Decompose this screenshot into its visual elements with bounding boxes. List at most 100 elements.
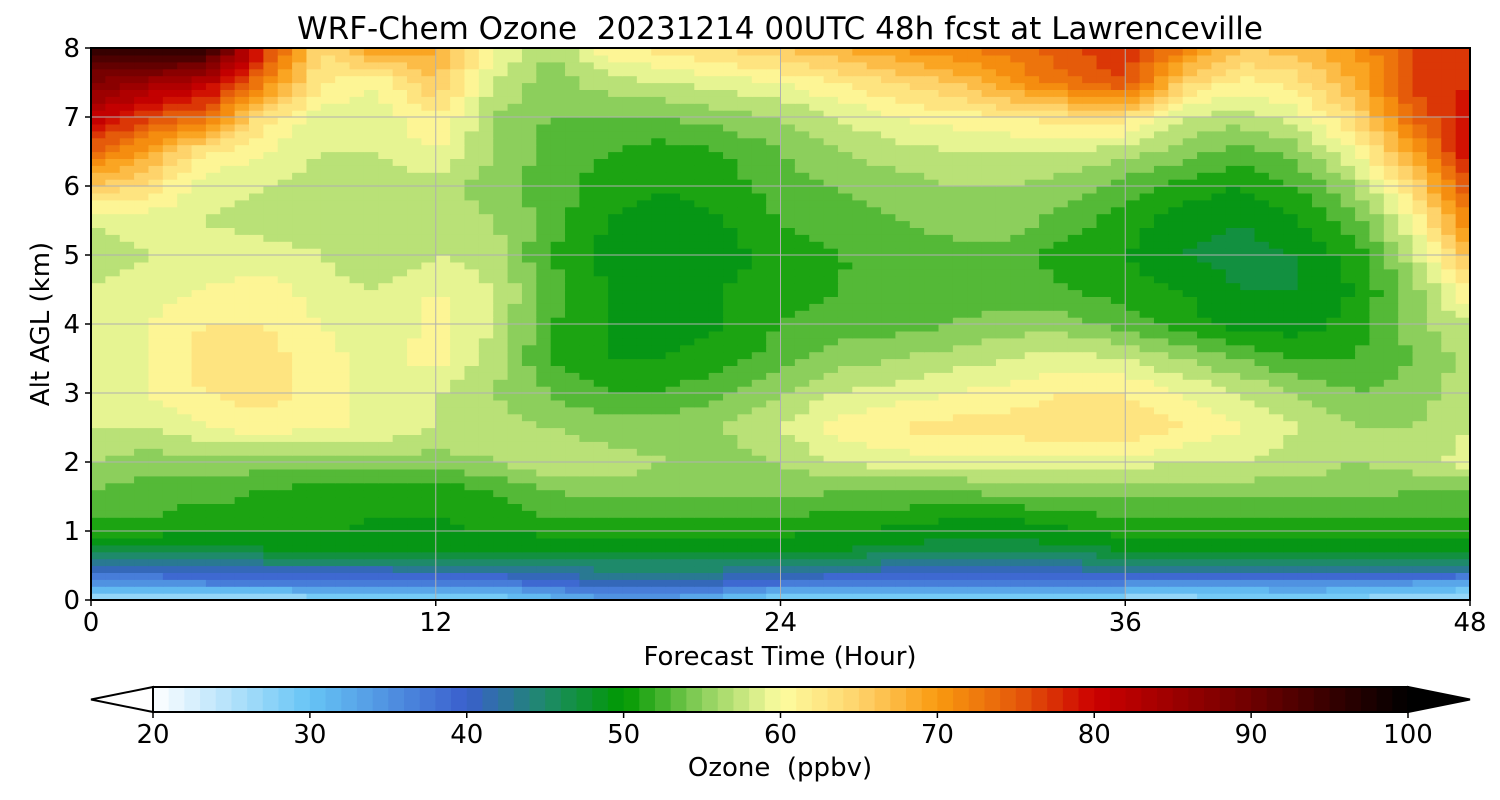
- heatmap-cell: [320, 503, 336, 511]
- heatmap-cell: [392, 558, 408, 567]
- heatmap-cell: [579, 551, 595, 560]
- heatmap-cell: [1197, 455, 1213, 463]
- heatmap-cell: [809, 510, 825, 518]
- heatmap-cell: [407, 496, 422, 504]
- heatmap-cell: [320, 275, 336, 284]
- heatmap-cell: [435, 310, 451, 318]
- heatmap-cell: [134, 489, 150, 498]
- heatmap-cell: [1125, 489, 1141, 498]
- heatmap-cell: [119, 234, 135, 242]
- heatmap-cell: [909, 551, 925, 560]
- heatmap-cell: [421, 510, 437, 518]
- heatmap-cell: [450, 510, 466, 518]
- heatmap-cell: [435, 537, 451, 546]
- heatmap-cell: [1340, 420, 1356, 429]
- heatmap-cell: [794, 503, 810, 511]
- heatmap-cell: [665, 386, 681, 394]
- heatmap-cell: [881, 310, 897, 318]
- heatmap-cell: [507, 365, 523, 373]
- heatmap-cell: [1369, 434, 1385, 442]
- heatmap-cell: [1110, 482, 1126, 491]
- heatmap-cell: [1010, 365, 1026, 373]
- heatmap-cell: [1441, 241, 1457, 249]
- heatmap-cell: [794, 358, 810, 366]
- heatmap-cell: [177, 275, 193, 284]
- heatmap-cell: [622, 289, 638, 297]
- heatmap-cell: [191, 351, 207, 360]
- heatmap-cell: [521, 434, 537, 442]
- heatmap-cell: [507, 441, 523, 449]
- heatmap-cell: [134, 593, 150, 600]
- heatmap-cell: [938, 503, 954, 511]
- heatmap-cell: [622, 510, 638, 518]
- heatmap-cell: [866, 296, 882, 304]
- heatmap-cell: [1211, 524, 1227, 532]
- heatmap-cell: [1182, 344, 1198, 353]
- heatmap-cell: [708, 406, 724, 415]
- heatmap-cell: [852, 303, 868, 311]
- heatmap-cell: [794, 448, 810, 456]
- heatmap-cell: [435, 255, 451, 263]
- heatmap-cell: [478, 241, 494, 249]
- heatmap-cell: [550, 441, 566, 449]
- heatmap-cell: [363, 531, 379, 539]
- heatmap-cell: [191, 344, 207, 353]
- heatmap-cell: [1053, 503, 1069, 511]
- heatmap-cell: [967, 496, 983, 504]
- heatmap-cell: [363, 372, 379, 380]
- heatmap-cell: [220, 579, 236, 587]
- heatmap-cell: [378, 593, 394, 600]
- heatmap-cell: [1110, 241, 1126, 249]
- heatmap-cell: [205, 579, 221, 587]
- heatmap-cell: [1024, 241, 1040, 249]
- heatmap-cell: [708, 372, 724, 380]
- heatmap-cell: [1197, 586, 1213, 594]
- heatmap-cell: [694, 531, 710, 539]
- heatmap-cell: [1283, 434, 1299, 442]
- heatmap-cell: [694, 468, 710, 477]
- heatmap-cell: [306, 524, 322, 532]
- heatmap-cell: [967, 489, 983, 498]
- heatmap-cell: [636, 531, 652, 539]
- heatmap-cell: [737, 268, 753, 277]
- heatmap-cell: [435, 296, 451, 304]
- heatmap-cell: [809, 531, 825, 539]
- heatmap-cell: [694, 441, 710, 449]
- heatmap-cell: [694, 462, 710, 470]
- heatmap-cell: [177, 351, 193, 360]
- heatmap-cell: [1297, 551, 1313, 560]
- heatmap-cell: [220, 261, 236, 270]
- heatmap-cell: [995, 317, 1011, 325]
- heatmap-cell: [378, 317, 394, 325]
- heatmap-cell: [1010, 268, 1026, 277]
- heatmap-cell: [1412, 330, 1428, 339]
- heatmap-cell: [1340, 358, 1356, 366]
- heatmap-cell: [995, 551, 1011, 560]
- heatmap-cell: [493, 544, 509, 553]
- heatmap-cell: [636, 572, 652, 580]
- heatmap-cell: [1369, 544, 1385, 553]
- heatmap-cell: [1340, 337, 1356, 346]
- heatmap-cell: [723, 317, 738, 325]
- heatmap-cell: [306, 379, 322, 387]
- heatmap-cell: [205, 358, 221, 366]
- heatmap-cell: [1254, 468, 1270, 477]
- heatmap-cell: [335, 462, 351, 470]
- heatmap-cell: [837, 358, 853, 366]
- heatmap-cell: [665, 317, 681, 325]
- heatmap-cell: [1283, 496, 1299, 504]
- heatmap-cell: [464, 551, 480, 560]
- heatmap-cell: [191, 503, 207, 511]
- heatmap-cell: [608, 544, 624, 553]
- heatmap-cell: [708, 455, 724, 463]
- heatmap-cell: [1355, 544, 1371, 553]
- heatmap-cell: [1053, 248, 1069, 256]
- heatmap-cell: [421, 531, 437, 539]
- heatmap-cell: [1153, 399, 1169, 408]
- heatmap-cell: [1110, 531, 1126, 539]
- heatmap-cell: [1268, 379, 1284, 387]
- heatmap-cell: [1225, 517, 1241, 525]
- heatmap-cell: [1412, 324, 1428, 332]
- heatmap-cell: [679, 496, 695, 504]
- heatmap-cell: [536, 475, 552, 484]
